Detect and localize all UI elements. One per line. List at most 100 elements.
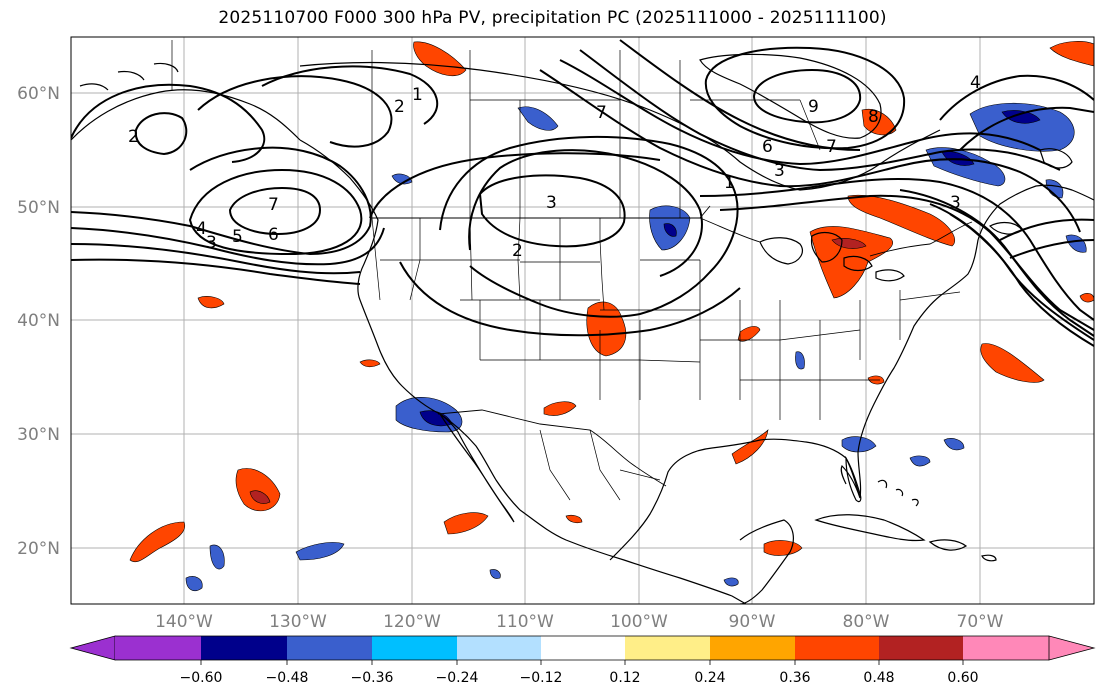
- pv-contour: [228, 186, 322, 236]
- pv-label: 3: [206, 233, 217, 253]
- coastline-alaska: [71, 89, 301, 141]
- colorbar-segment: [201, 636, 287, 660]
- precip-negative-blob: [185, 576, 203, 591]
- coastline-atlantic: [857, 184, 1094, 499]
- pv-label: 5: [232, 227, 243, 247]
- pv-contour: [939, 74, 1094, 121]
- pv-contours: [71, 39, 1094, 347]
- pv-contour: [439, 135, 739, 318]
- lat-label: 40°N: [17, 311, 60, 331]
- pv-contour: [197, 75, 393, 148]
- lon-label: 100°W: [610, 612, 668, 632]
- pv-contour: [1009, 239, 1094, 259]
- coastline-hudson-bay: [699, 53, 882, 139]
- pv-label: 2: [394, 97, 405, 117]
- precip-negative-blob: [909, 455, 931, 467]
- lat-label: 50°N: [17, 198, 60, 218]
- pv-label: 4: [970, 73, 981, 93]
- colorbar-segment: [625, 636, 710, 660]
- coastline-gulf: [609, 438, 861, 561]
- colorbar-segment: [879, 636, 963, 660]
- precip-positive-blob: [543, 401, 577, 416]
- precip-positive-blob: [1079, 293, 1094, 303]
- pv-contour: [71, 258, 361, 285]
- colorbar-tick-label: −0.24: [436, 670, 479, 686]
- pv-contour: [619, 39, 861, 151]
- colorbar-segment: [372, 636, 457, 660]
- pv-contour: [704, 46, 906, 150]
- great-lakes: [759, 237, 803, 265]
- colorbar-segment: [541, 636, 625, 660]
- precip-negative-blob: [517, 106, 559, 131]
- pv-contour-labels: 1 2 2 2 3 3 3 3 4 4 5 6 6 7 7 7 8 9 1: [128, 73, 981, 261]
- coastline-baja: [439, 413, 515, 523]
- pv-label: 4: [196, 219, 207, 239]
- precip-positive-blob: [737, 326, 761, 342]
- border-us-canada: [372, 205, 973, 257]
- coastline-florida: [845, 455, 862, 503]
- coastline-aleutians: [79, 62, 179, 91]
- pv-contour: [949, 213, 1094, 347]
- precip-positive-blob: [731, 429, 769, 465]
- colorbar-segment: [69, 635, 116, 661]
- lon-label: 110°W: [496, 612, 554, 632]
- lat-label: 60°N: [17, 84, 60, 104]
- precip-positive-blob: [980, 343, 1045, 383]
- pv-contour: [71, 227, 385, 266]
- colorbar-tick-label: 0.12: [609, 670, 640, 686]
- colorbar-tick-label: 0.60: [947, 670, 978, 686]
- mexico-state-borders: [539, 429, 661, 501]
- colorbar-segment: [287, 636, 372, 660]
- lon-label: 80°W: [843, 612, 890, 632]
- great-lakes: [810, 231, 843, 263]
- colorbar-segment: [795, 636, 879, 660]
- precip-negative-blob: [663, 223, 677, 237]
- pv-label: 2: [512, 241, 523, 261]
- pv-label: 7: [826, 137, 837, 157]
- pv-contour: [752, 68, 862, 124]
- pv-contour: [959, 106, 1094, 151]
- pv-contour: [71, 243, 361, 275]
- pv-label: 7: [268, 195, 279, 215]
- colorbar-segment: [963, 636, 1049, 660]
- precip-negative-blob: [943, 438, 965, 451]
- pv-contour: [188, 168, 363, 256]
- coastline-yucatan: [739, 519, 794, 604]
- coastline-puerto-rico: [981, 554, 997, 562]
- precip-positive-blob: [249, 490, 271, 504]
- colorbar-outline: [115, 635, 1049, 661]
- pv-label: 1: [412, 85, 423, 105]
- precip-positive-blob: [809, 226, 893, 299]
- pv-label: 9: [808, 97, 819, 117]
- pv-label: 6: [762, 137, 773, 157]
- lon-label: 120°W: [383, 612, 441, 632]
- pv-label: 8: [868, 107, 879, 127]
- coastline-hispaniola: [928, 539, 968, 551]
- latitude-labels: 20°N 30°N 40°N 50°N 60°N: [17, 84, 60, 559]
- precip-negative-blob: [1065, 234, 1087, 253]
- colorbar-segment: [115, 636, 201, 660]
- precip-negative-blob: [489, 569, 501, 579]
- precip-positive-blob: [129, 521, 186, 563]
- longitude-labels: 140°W 130°W 120°W 110°W 100°W 90°W 80°W …: [155, 612, 1004, 632]
- pv-contour: [261, 65, 439, 125]
- pv-label: 3: [774, 161, 785, 181]
- pv-contour: [399, 261, 741, 337]
- colorbar-tick-label: −0.12: [520, 670, 563, 686]
- pv-contour: [134, 112, 188, 156]
- coastline-bahamas: [877, 479, 919, 507]
- colorbar-tick-label: 0.24: [694, 670, 725, 686]
- precip-positive-blob: [1049, 41, 1094, 67]
- lat-label: 30°N: [17, 425, 60, 445]
- lon-label: 70°W: [957, 612, 1004, 632]
- great-lakes: [875, 269, 905, 282]
- pv-label: 7: [596, 103, 607, 123]
- precip-negative-blob: [1001, 110, 1041, 124]
- map-frame: [70, 36, 1095, 605]
- precip-negative-blob: [795, 351, 805, 370]
- pv-contour: [579, 49, 1061, 172]
- pv-contour: [899, 189, 1094, 337]
- precip-positive-blob: [359, 359, 381, 368]
- pv-contour: [539, 69, 1081, 233]
